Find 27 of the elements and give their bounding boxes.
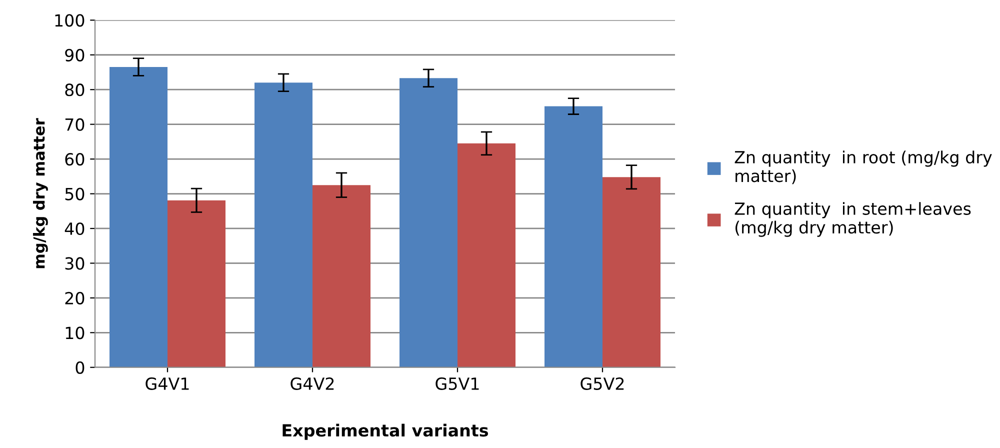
bar xyxy=(110,67,168,368)
x-axis-title: Experimental variants xyxy=(282,424,488,440)
y-tick-label: 40 xyxy=(64,222,84,236)
x-tick-label: G5V2 xyxy=(580,377,624,390)
bar xyxy=(254,82,312,368)
y-tick-label: 0 xyxy=(76,361,84,374)
y-tick-label: 10 xyxy=(66,326,84,340)
bar xyxy=(168,200,226,368)
y-tick-label: 30 xyxy=(65,257,84,270)
y-axis-title: mg/kg dry matter xyxy=(33,118,48,268)
y-tick-label: 60 xyxy=(65,153,84,166)
y-tick-label: 70 xyxy=(65,118,84,131)
bar xyxy=(602,177,660,368)
x-tick-label: G4V1 xyxy=(146,377,189,390)
y-tick-label: 90 xyxy=(65,48,84,62)
y-tick-label: 50 xyxy=(65,188,84,200)
bar xyxy=(458,143,516,368)
bar xyxy=(544,106,602,368)
legend-label: Zn quantity in stem+leaves (mg/kg dry matter) xyxy=(734,202,971,237)
legend-label: Zn quantity in root (mg/kg dry matter) xyxy=(734,150,992,184)
x-tick-label: G5V1 xyxy=(436,377,479,390)
x-tick-label: G4V2 xyxy=(290,377,334,390)
bar xyxy=(400,78,458,368)
y-tick-label: 20 xyxy=(65,292,84,304)
y-tick-label: 80 xyxy=(65,84,84,96)
bar xyxy=(312,185,370,368)
y-tick-label: 100 xyxy=(55,14,84,27)
